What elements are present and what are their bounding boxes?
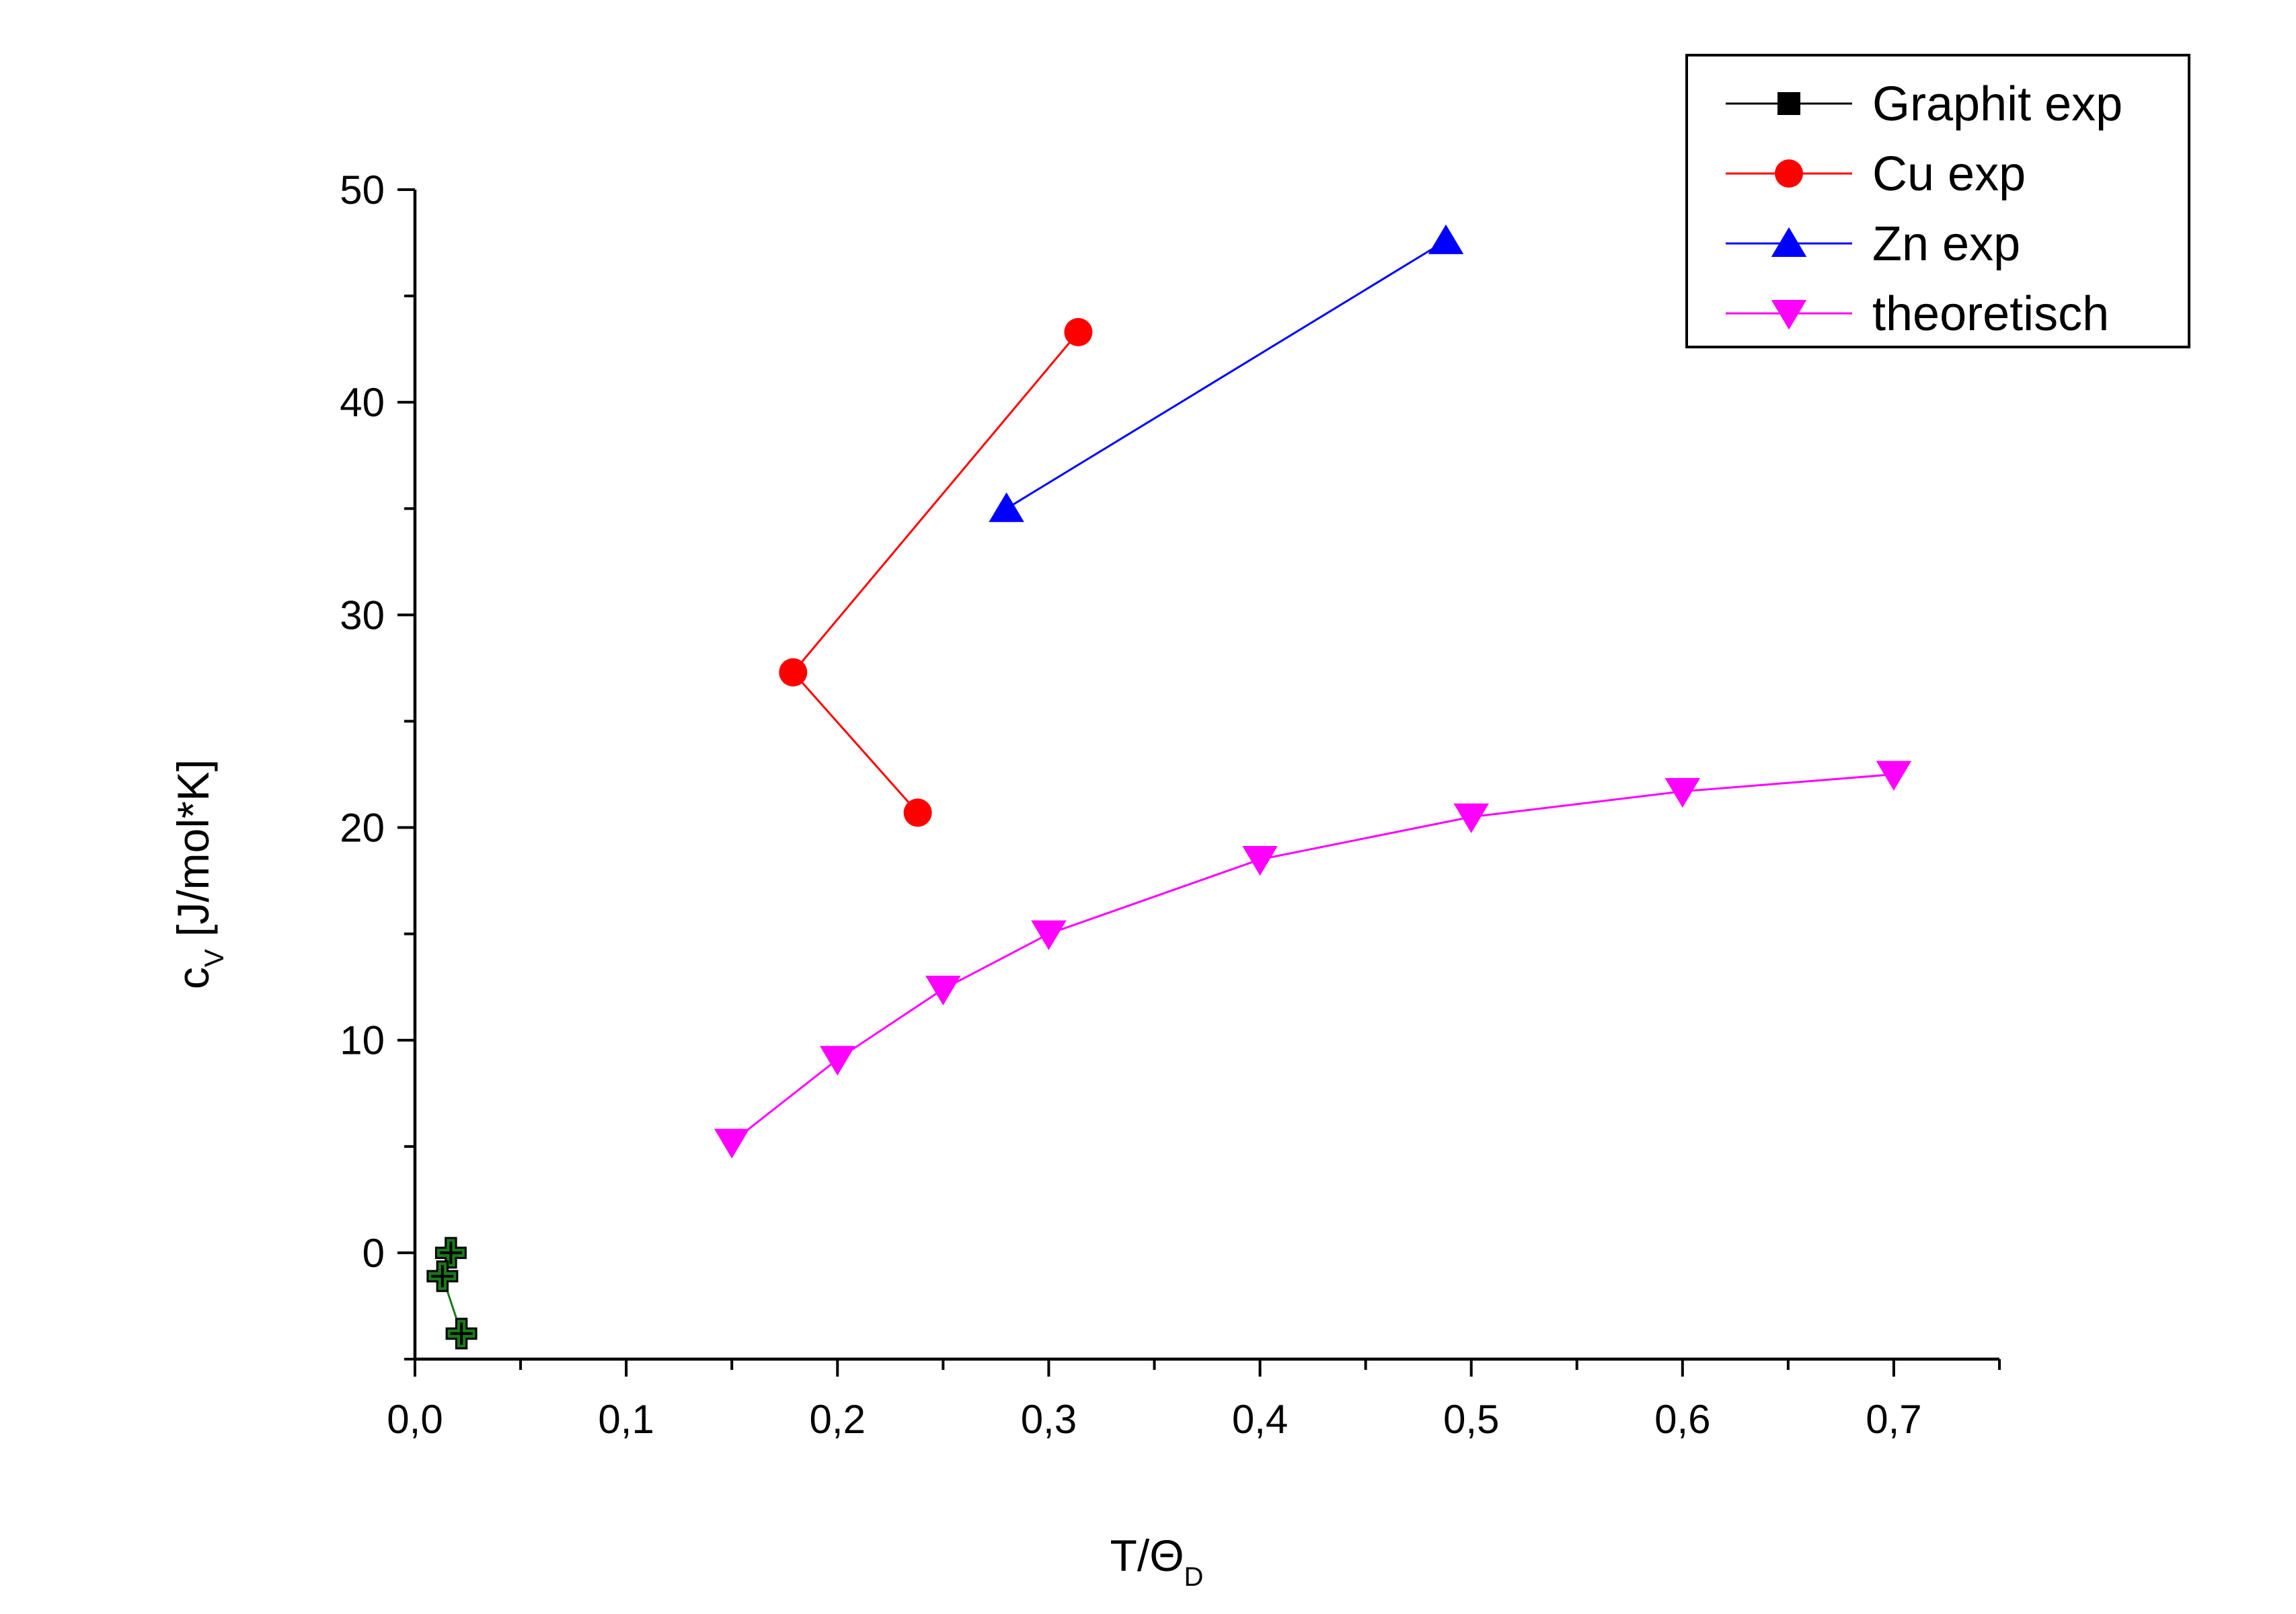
legend: Graphit exp Cu exp Zn exp theoretisch: [1685, 54, 2190, 348]
data-point: [1031, 920, 1067, 950]
data-point: [1876, 761, 1912, 791]
legend-label: theoretisch: [1872, 287, 2109, 341]
axes: 0,0 0,1 0,2 0,3 0,4 0,5 0,6 0,7 0 10 20 30 40 50: [340, 167, 2001, 1442]
data-point: [989, 492, 1024, 523]
y-tick-label: 20: [340, 806, 385, 851]
x-axis-title: T/ΘD: [1110, 1531, 1204, 1592]
y-tick-label: 0: [362, 1231, 385, 1276]
plot-area: [426, 224, 1912, 1350]
legend-label: Graphit exp: [1872, 77, 2122, 131]
data-point: [1664, 777, 1701, 808]
x-tick-label: 0,5: [1443, 1397, 1499, 1442]
x-tick-label: 0,6: [1654, 1397, 1710, 1442]
legend-label: Zn exp: [1872, 217, 2020, 271]
series-line-1: [792, 331, 1079, 814]
data-point: [1453, 803, 1489, 833]
data-point: [426, 1260, 459, 1293]
x-tick-label: 0,1: [598, 1397, 654, 1442]
x-tick-label: 0,0: [387, 1397, 443, 1442]
data-point: [445, 1317, 477, 1350]
legend-marker: [1777, 92, 1800, 115]
y-tick-label: 40: [340, 380, 385, 425]
data-point: [903, 798, 932, 827]
x-tick-label: 0,2: [810, 1397, 866, 1442]
y-tick-label: 10: [340, 1018, 385, 1063]
data-point: [714, 1128, 750, 1159]
x-tick-label: 0,4: [1232, 1397, 1288, 1442]
data-point: [820, 1046, 855, 1076]
y-tick-label: 50: [340, 167, 385, 213]
y-tick-label: 30: [340, 592, 385, 638]
legend-marker: [1771, 227, 1807, 257]
data-point: [434, 1237, 467, 1269]
legend-marker: [1775, 159, 1803, 188]
data-point: [925, 975, 961, 1005]
legend-label: Cu exp: [1872, 147, 2026, 201]
x-tick-label: 0,3: [1021, 1397, 1077, 1442]
x-tick-label: 0,7: [1866, 1397, 1921, 1442]
data-point: [1064, 317, 1093, 346]
legend-marker: [1771, 300, 1807, 330]
series-line-3: [731, 773, 1895, 1143]
data-point: [1428, 224, 1464, 254]
data-point: [779, 658, 808, 687]
series-line-2: [1005, 239, 1447, 510]
data-point: [1242, 846, 1278, 876]
y-axis-title: cV [J/mol*K]: [168, 759, 229, 989]
